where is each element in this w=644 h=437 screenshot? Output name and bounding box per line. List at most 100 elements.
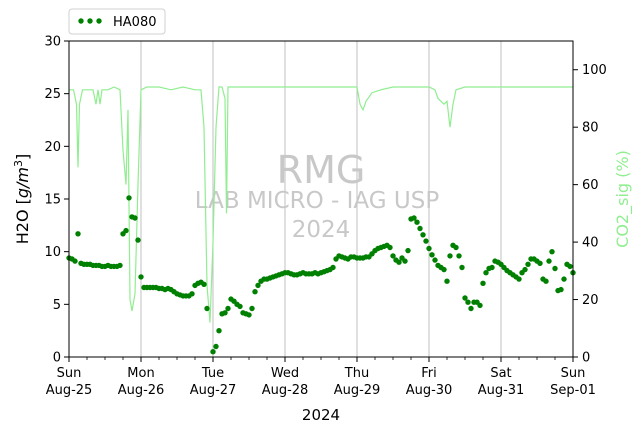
data-point (489, 264, 495, 271)
data-point (561, 276, 567, 282)
y-tick-label: 25 (44, 87, 61, 102)
data-point (390, 253, 396, 259)
watermark-line-1: RMG (277, 148, 366, 192)
x-tick-label-day: Thu (344, 366, 369, 381)
data-point (135, 237, 141, 243)
x-tick-label-date: Aug-27 (190, 383, 237, 398)
y-tick-label: 5 (53, 298, 61, 313)
data-point (117, 262, 123, 269)
data-point (237, 303, 243, 310)
x-tick-label-date: Aug-25 (46, 383, 93, 398)
data-point (429, 252, 435, 258)
x-tick-label-day: Tue (201, 366, 224, 381)
data-point (189, 291, 195, 297)
data-point (414, 219, 420, 225)
data-point (330, 264, 336, 271)
watermark: RMG LAB MICRO - IAG USP 2024 (195, 148, 440, 243)
data-point (462, 295, 468, 301)
legend-box (68, 8, 166, 35)
y2-tick-label: 80 (582, 121, 599, 136)
data-point (456, 253, 462, 259)
y-tick-label: 20 (44, 140, 61, 155)
ha080-series (66, 195, 576, 355)
data-point (423, 238, 429, 244)
legend: HA080 (68, 8, 166, 35)
data-point (396, 259, 402, 265)
y-axis-label-suffix: ] (13, 154, 32, 160)
y-axis-label-prefix: H2O [ (13, 198, 32, 244)
data-point (477, 302, 483, 309)
x-tick-label-date: Aug-29 (334, 383, 381, 398)
data-point (459, 264, 465, 271)
x-tick-label-date: Aug-31 (478, 383, 525, 398)
data-point (426, 245, 432, 252)
x-tick-label-day: Sun (57, 366, 82, 381)
data-point (537, 260, 543, 266)
data-point (447, 253, 453, 259)
data-point (225, 305, 231, 312)
x-tick-label-day: Fri (421, 366, 437, 381)
y2-tick-label: 40 (582, 236, 599, 251)
watermark-line-2: LAB MICRO - IAG USP (195, 188, 440, 214)
y-axis-label-exponent: 3 (12, 160, 25, 167)
y2-tick-label: 100 (582, 63, 607, 78)
data-point (252, 289, 258, 295)
data-point (138, 274, 144, 280)
data-point (222, 310, 228, 316)
y-tick-label: 0 (53, 351, 61, 366)
data-point (213, 343, 219, 350)
y2-tick-label: 60 (582, 178, 599, 193)
data-point (549, 249, 555, 255)
data-point (210, 349, 216, 355)
data-point (522, 266, 528, 273)
x-tick-label-date: Aug-30 (406, 383, 453, 398)
data-point (246, 312, 252, 318)
legend-marker (87, 18, 93, 24)
y2-tick-label: 20 (582, 293, 599, 308)
x-tick-label-date: Aug-28 (262, 383, 309, 398)
data-point (444, 278, 450, 284)
y-tick-label: 15 (44, 193, 61, 208)
data-point (75, 231, 81, 237)
grid-lines (140, 41, 502, 357)
y-axis-label-unit: g/m (13, 167, 32, 198)
data-point (567, 263, 573, 270)
data-point (546, 258, 552, 264)
data-point (432, 257, 438, 263)
legend-label: HA080 (113, 15, 156, 30)
data-point (132, 215, 138, 221)
watermark-line-3: 2024 (292, 217, 351, 243)
data-point (525, 261, 531, 267)
data-point (420, 232, 426, 238)
data-point (453, 244, 459, 251)
data-point (402, 258, 408, 264)
data-point (204, 305, 210, 312)
x-tick-label-day: Sat (490, 366, 511, 381)
data-point (558, 286, 564, 293)
data-point (468, 305, 474, 312)
data-point (480, 280, 486, 286)
x-axis-label: 2024 (302, 406, 340, 424)
x-tick-label-day: Sun (561, 366, 586, 381)
y2-tick-label: 0 (582, 351, 590, 366)
data-point (387, 244, 393, 251)
data-point (516, 276, 522, 282)
x-tick-label-day: Mon (127, 366, 154, 381)
data-point (405, 247, 411, 254)
y-axis-label: H2O [g/m3] (12, 154, 32, 245)
y2-axis-label: CO2_sig (%) (613, 150, 633, 248)
data-point (441, 266, 447, 273)
data-point (126, 195, 132, 201)
right-axis: 0 20 40 60 80 100 (573, 63, 607, 366)
x-tick-label-date: Sep-01 (550, 383, 596, 398)
legend-marker (96, 18, 102, 24)
data-point (483, 270, 489, 276)
data-point (465, 299, 471, 305)
data-point (411, 215, 417, 221)
co2-sig-line (69, 86, 573, 323)
legend-marker (78, 18, 84, 24)
data-point (123, 227, 129, 234)
data-point (543, 278, 549, 284)
